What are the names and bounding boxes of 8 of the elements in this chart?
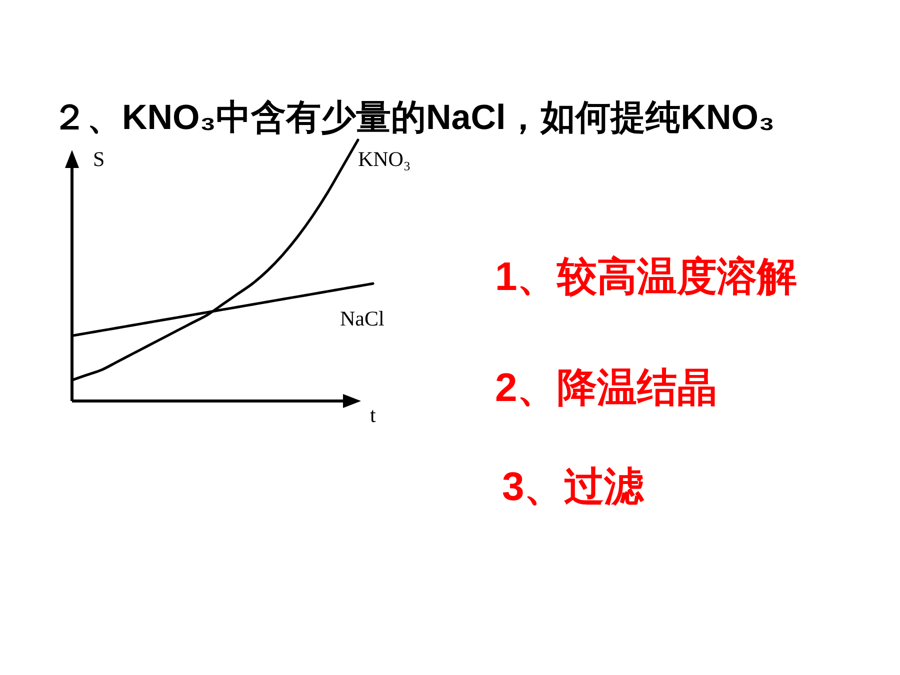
text: 1、较高温度溶解 xyxy=(495,255,798,299)
x-axis-title: t xyxy=(370,403,376,427)
series-label: KNO₃ xyxy=(358,147,411,171)
series-label: NaCl xyxy=(340,306,384,331)
y-axis-title: S xyxy=(93,147,105,171)
text: 2、降温结晶 xyxy=(495,366,718,410)
text: 3、过滤 xyxy=(502,465,646,509)
chart-title: ２、KNO₃中含有少量的NaCl，如何提纯KNO₃ xyxy=(52,98,775,137)
